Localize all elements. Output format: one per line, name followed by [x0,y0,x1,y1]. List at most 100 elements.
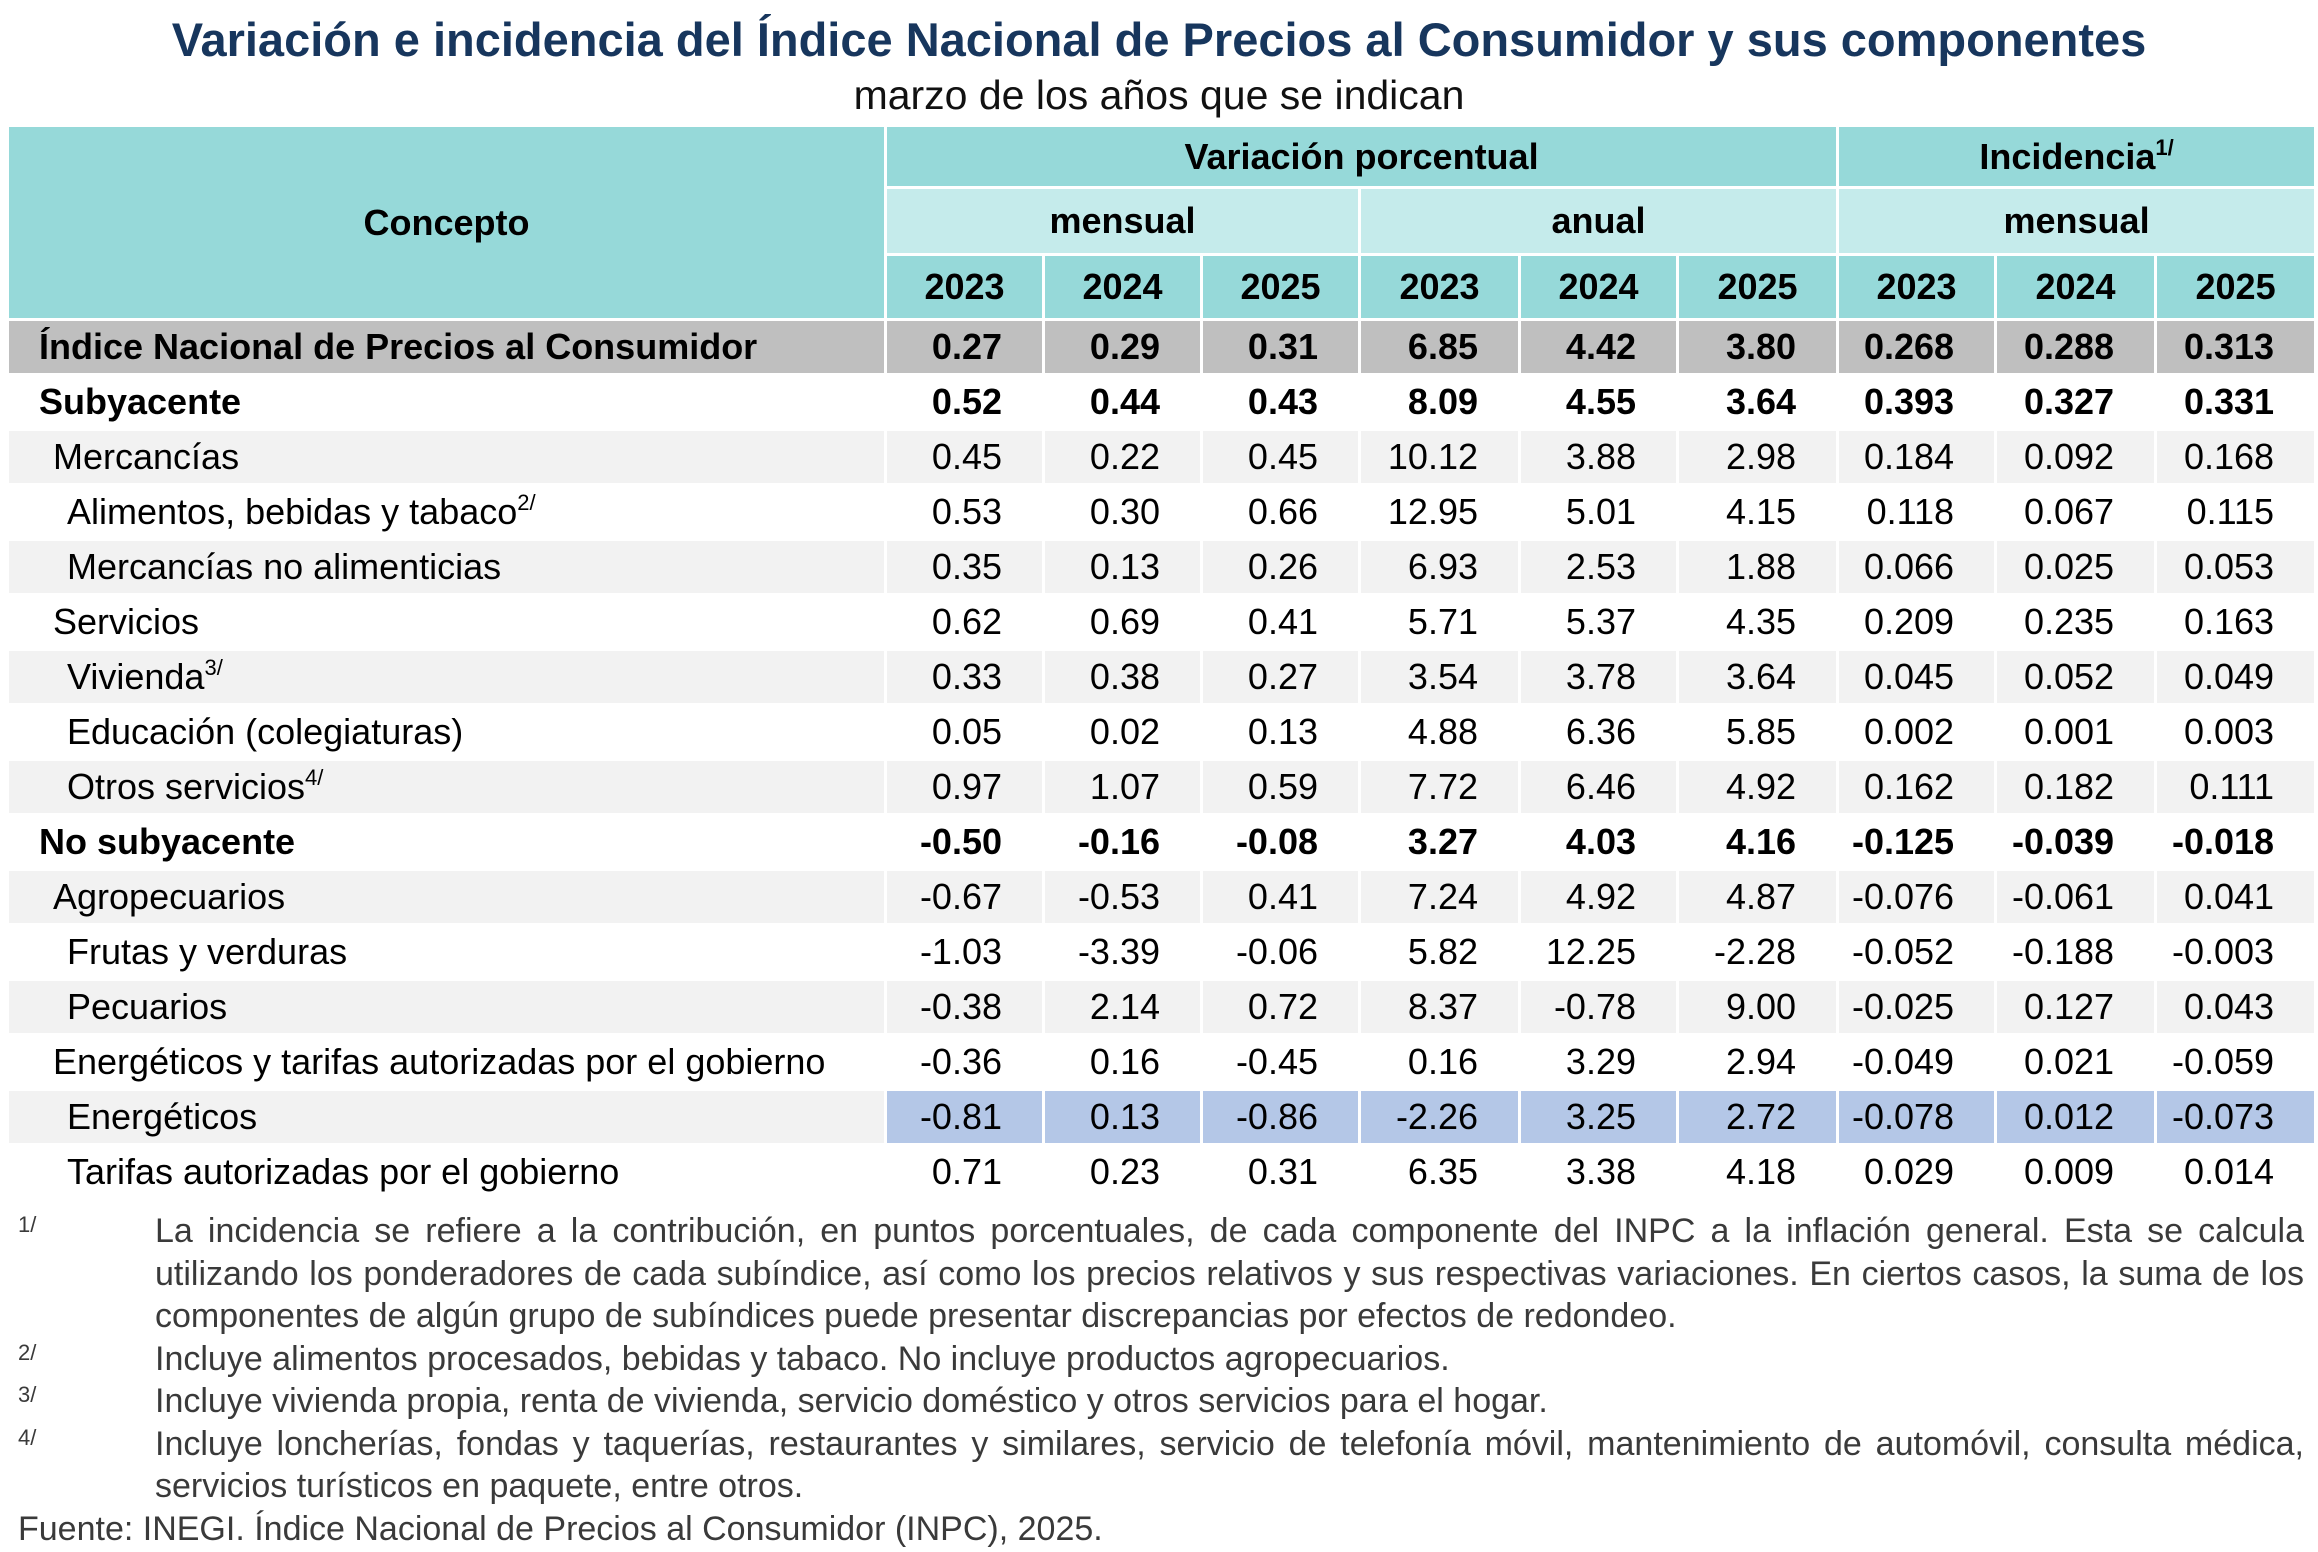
header-year: 2023 [1358,253,1521,321]
value-cell: 0.66 [1200,483,1361,541]
value-cell: 6.35 [1358,1143,1521,1201]
label-text: Educación (colegiaturas) [67,711,464,752]
value-cell: 0.33 [884,648,1045,706]
table-row: Vivienda3/0.33 0.38 0.27 3.54 3.78 3.64 0.045 0… [6,648,2318,706]
value-cell: 0.025 [1994,538,2158,596]
footnotes: 1/La incidencia se refiere a la contribu… [0,1210,2318,1550]
value-cell: 0.27 [1200,648,1361,706]
footnote-marker: 1/ [18,1212,37,1237]
header-year: 2023 [884,253,1045,321]
value-cell: 3.25 [1518,1088,1679,1146]
value-cell: 5.85 [1675,703,1840,761]
header-year: 2025 [1200,253,1361,321]
value-cell: 3.64 [1675,373,1840,431]
value-cell: 2.98 [1675,428,1840,486]
value-cell: -0.125 [1836,813,1998,871]
header-cell: Concepto [6,124,887,321]
table-row: Energéticos -0.81 0.13 -0.86 -2.26 3.25 2.72 -0… [6,1088,2318,1146]
footnote-text: Incluye vivienda propia, renta de vivien… [155,1382,1548,1420]
value-cell: 0.111 [2154,758,2318,816]
concept-cell: Mercancías no alimenticias [6,538,887,596]
value-cell: 0.16 [1358,1033,1521,1091]
value-cell: 4.92 [1675,758,1840,816]
value-cell: 0.235 [1994,593,2158,651]
value-cell: 0.003 [2154,703,2318,761]
value-cell: 12.25 [1518,923,1679,981]
value-cell: 0.162 [1836,758,1998,816]
value-cell: 0.31 [1200,318,1361,376]
value-cell: 6.93 [1358,538,1521,596]
label-text: Variación porcentual [1184,135,1539,177]
value-cell: 0.97 [884,758,1045,816]
value-cell: -0.86 [1200,1088,1361,1146]
concept-cell: Agropecuarios [6,868,887,926]
value-cell: -1.03 [884,923,1045,981]
value-cell: 0.02 [1042,703,1203,761]
value-cell: 0.052 [1994,648,2158,706]
value-cell: -2.26 [1358,1088,1521,1146]
value-cell: 0.014 [2154,1143,2318,1201]
value-cell: 0.115 [2154,483,2318,541]
value-cell: 3.27 [1358,813,1521,871]
label-text: Vivienda [67,656,205,697]
footnote: 4/Incluye loncherías, fondas y taquerías… [0,1423,2318,1508]
value-cell: -0.076 [1836,868,1998,926]
value-cell: 0.16 [1042,1033,1203,1091]
table-row: Agropecuarios -0.67 -0.53 0.41 7.24 4.92 4.87-… [6,868,2318,926]
value-cell: 0.53 [884,483,1045,541]
value-cell: 4.55 [1518,373,1679,431]
value-cell: -2.28 [1675,923,1840,981]
value-cell: 12.95 [1358,483,1521,541]
label-text: Incidencia [1979,135,2156,177]
table-row: Energéticos y tarifas autorizadas por el… [6,1033,2318,1091]
concept-cell: No subyacente [6,813,887,871]
value-cell: 6.46 [1518,758,1679,816]
header-subgroup: mensual [1836,186,2318,256]
concept-cell: Otros servicios4/ [6,758,887,816]
note-marker: 1/ [2155,134,2174,160]
value-cell: 4.16 [1675,813,1840,871]
value-cell: 3.78 [1518,648,1679,706]
value-cell: 0.045 [1836,648,1998,706]
header-row: mensual anual mensual [7,186,2318,256]
value-cell: 0.043 [2154,978,2318,1036]
label-text: Subyacente [39,381,242,422]
value-cell: -0.078 [1836,1088,1998,1146]
table-row: Índice Nacional de Precios al Consumidor… [6,318,2318,376]
label-text: No subyacente [39,821,296,862]
footnote-marker: 3/ [18,1382,37,1407]
value-cell: -0.50 [884,813,1045,871]
label-text: Tarifas autorizadas por el gobierno [67,1151,620,1192]
value-cell: 3.80 [1675,318,1840,376]
value-cell: 6.36 [1518,703,1679,761]
value-cell: 0.012 [1994,1088,2158,1146]
value-cell: -0.052 [1836,923,1998,981]
header-year: 2025 [1675,253,1840,321]
value-cell: -0.45 [1200,1033,1361,1091]
value-cell: 5.37 [1518,593,1679,651]
value-cell: 0.72 [1200,978,1361,1036]
value-cell: 0.049 [2154,648,2318,706]
subtitle: marzo de los años que se indican [853,72,1465,118]
label-text: Energéticos y tarifas autorizadas por el… [53,1041,826,1082]
value-cell: 0.182 [1994,758,2158,816]
value-cell: 4.92 [1518,868,1679,926]
value-cell: 0.26 [1200,538,1361,596]
value-cell: -0.039 [1994,813,2158,871]
value-cell: -0.06 [1200,923,1361,981]
value-cell: 0.184 [1836,428,1998,486]
value-cell: 4.18 [1675,1143,1840,1201]
value-cell: 4.88 [1358,703,1521,761]
footnote-marker: 4/ [18,1424,37,1450]
value-cell: 0.067 [1994,483,2158,541]
value-cell: 0.393 [1836,373,1998,431]
label-text: Mercancías [53,436,240,477]
value-cell: 0.29 [1042,318,1203,376]
table-row: Subyacente 0.52 0.44 0.43 8.09 4.55 3.64 0.393 0… [6,373,2318,431]
value-cell: 0.27 [884,318,1045,376]
value-cell: 0.13 [1200,703,1361,761]
value-cell: -0.018 [2154,813,2318,871]
value-cell: 2.14 [1042,978,1203,1036]
value-cell: 9.00 [1675,978,1840,1036]
value-cell: 0.44 [1042,373,1203,431]
